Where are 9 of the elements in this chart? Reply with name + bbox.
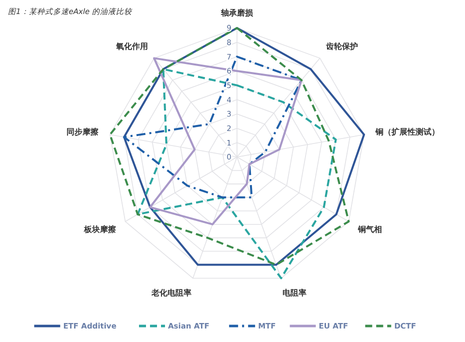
spoke-label: 轴承磨损 [220,7,254,18]
spoke-label: 老化电阻率 [150,288,192,298]
spoke-label: 板块摩擦 [82,224,117,234]
spoke-label: 铜（扩展性测试） [374,126,440,137]
spoke-label: 齿轮保护 [324,41,358,52]
spoke-label: 铜气相 [357,224,382,234]
spoke-label: 同步摩擦 [66,126,100,137]
spoke-label: 氧化作用 [115,41,148,52]
spoke-label: 电阻率 [282,288,306,298]
